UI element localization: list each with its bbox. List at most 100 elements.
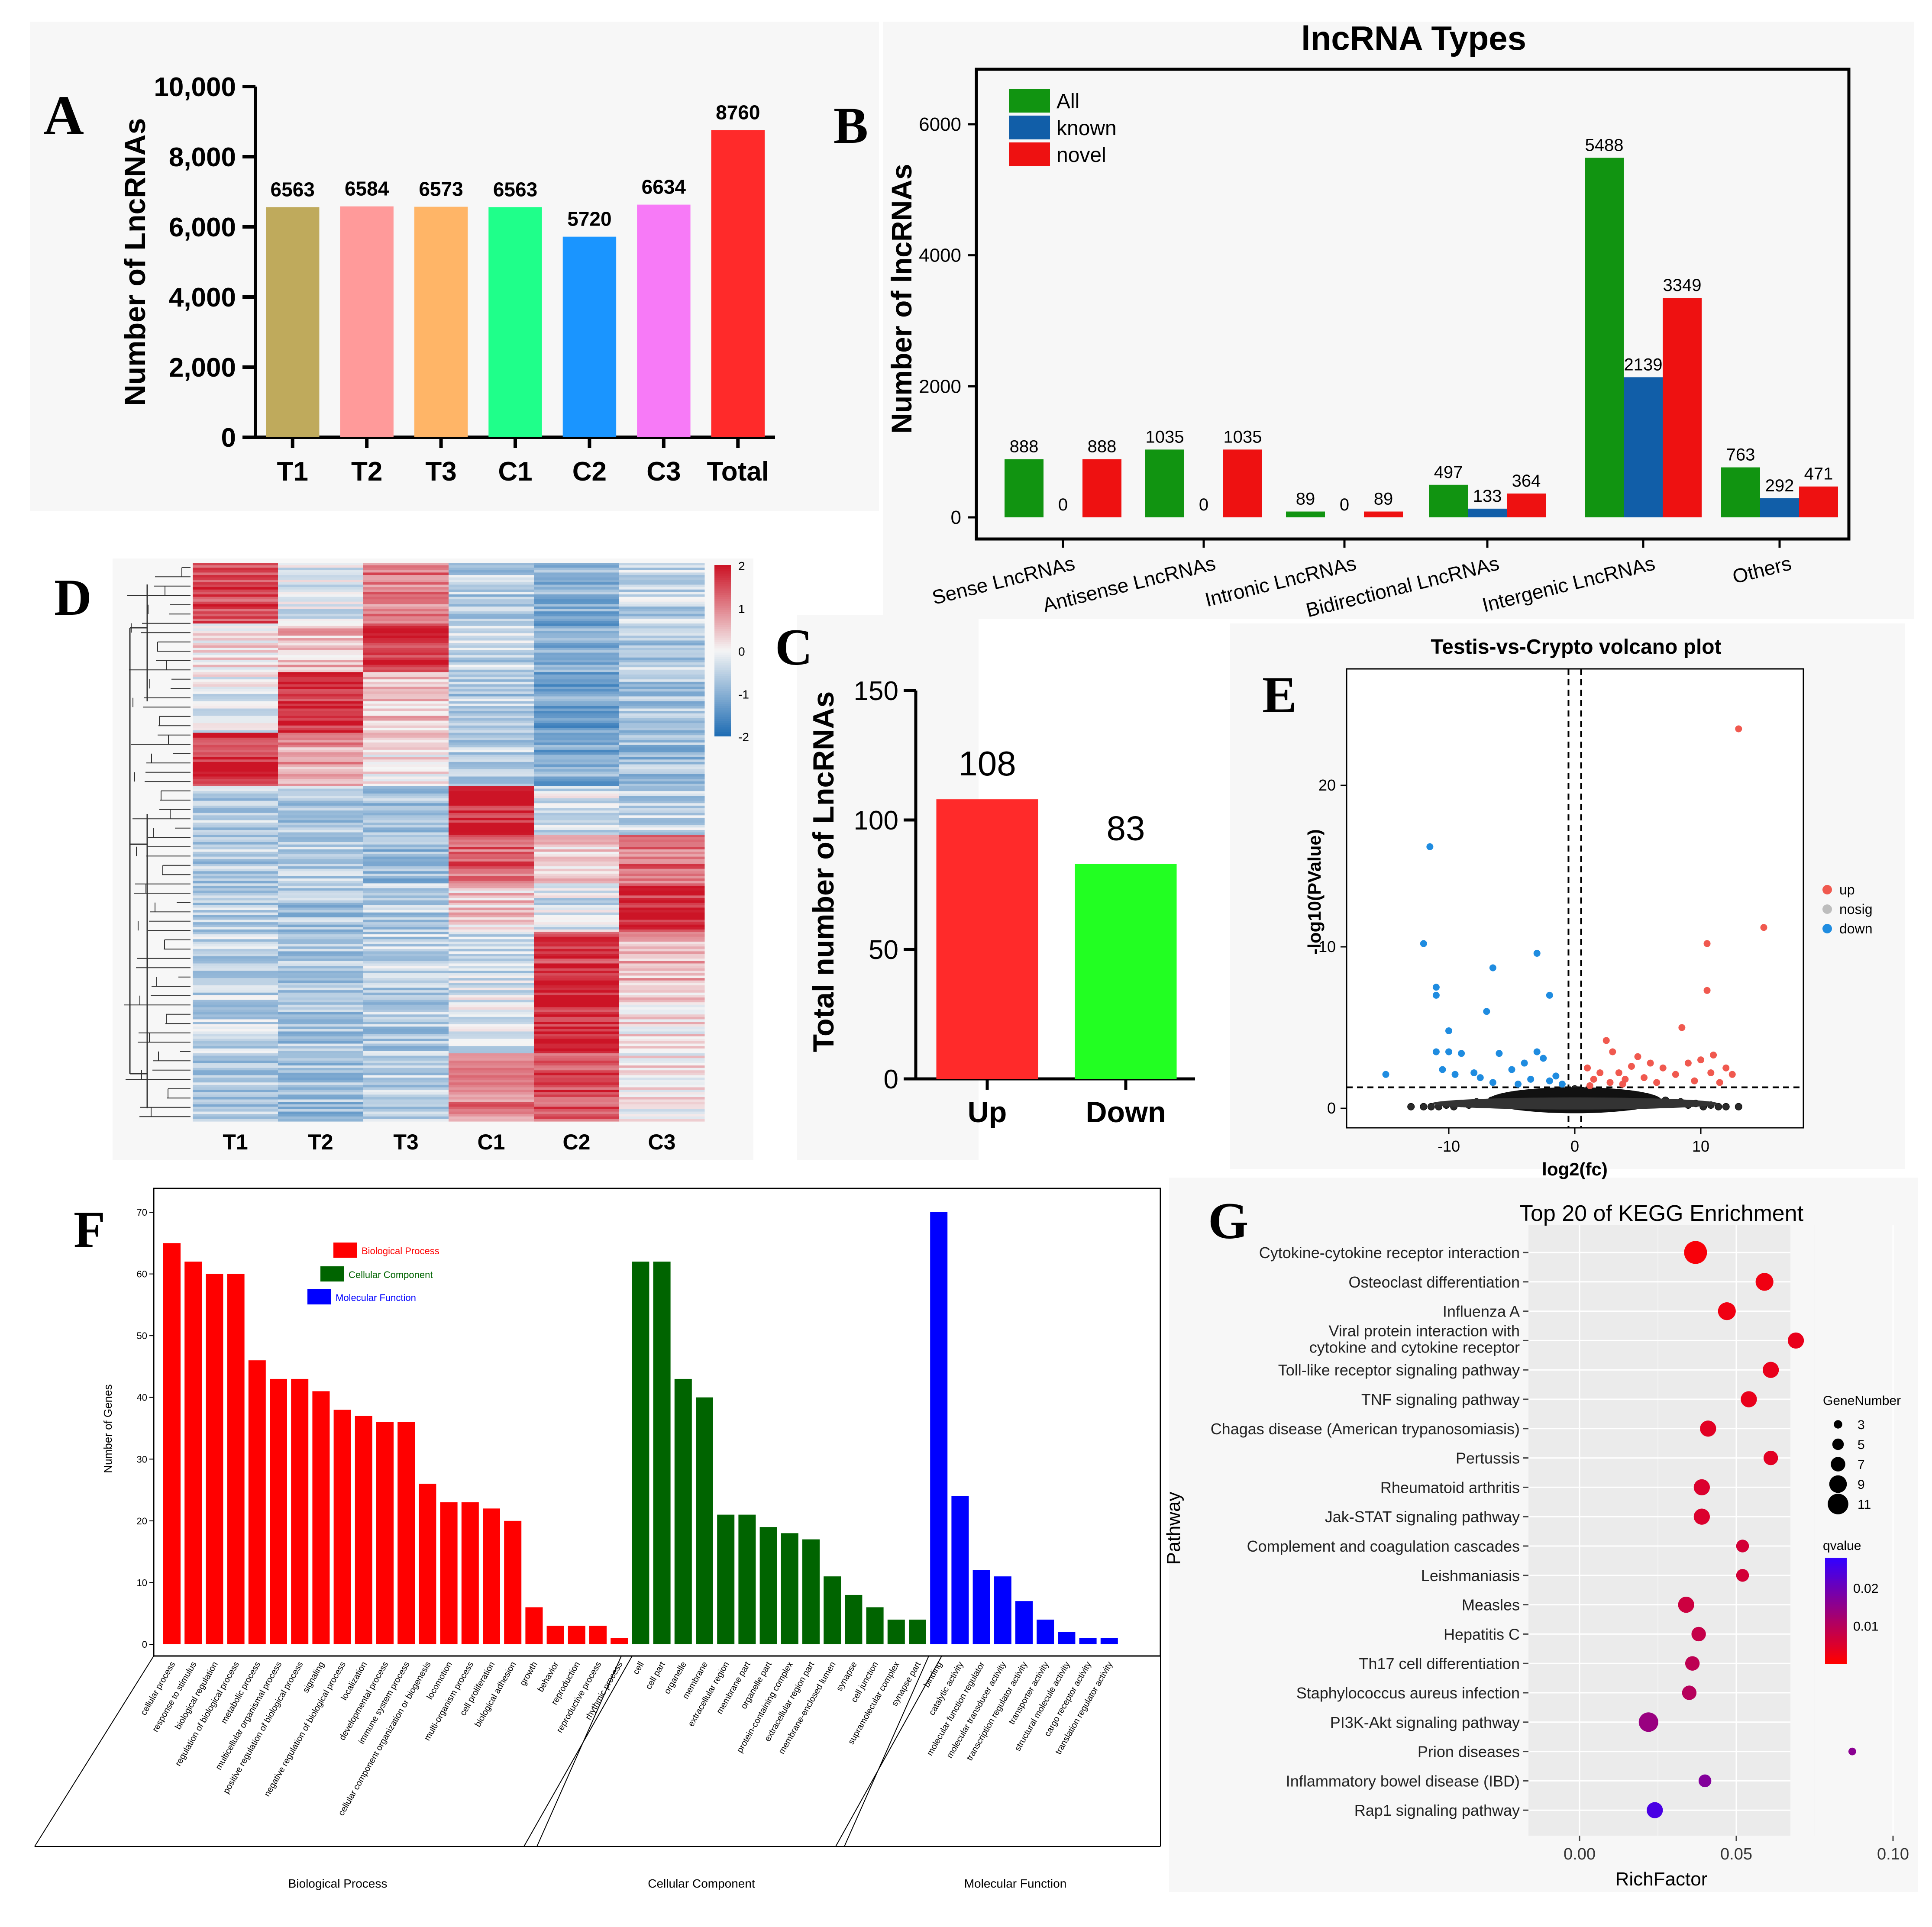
g-pathway-label: Viral protein interaction with cytokine a…	[1309, 1322, 1520, 1356]
d-heatmap-cell	[363, 716, 449, 719]
d-column-label: T2	[308, 1130, 333, 1154]
g-color-legend-segment	[1825, 1568, 1847, 1571]
d-heatmap-cell	[534, 810, 620, 813]
d-heatmap-cell	[449, 708, 534, 711]
d-heatmap-cell	[619, 898, 705, 901]
d-colorbar-segment	[714, 584, 731, 587]
d-heatmap-cell	[534, 655, 620, 658]
d-heatmap-cell	[534, 745, 620, 748]
d-heatmap-cell	[363, 917, 449, 920]
d-heatmap-cell	[278, 988, 364, 991]
g-pathway-label: Prion diseases	[1418, 1743, 1520, 1761]
d-heatmap-cell	[278, 1058, 364, 1061]
d-heatmap-cell	[193, 1051, 278, 1054]
d-heatmap-cell	[363, 691, 449, 694]
e-point-down	[1483, 1008, 1490, 1015]
d-heatmap-cell	[363, 728, 449, 731]
d-heatmap-cell	[449, 660, 534, 663]
d-heatmap-cell	[193, 565, 278, 568]
d-heatmap-cell	[619, 866, 705, 869]
d-heatmap-cell	[449, 1114, 534, 1117]
d-heatmap-cell	[449, 927, 534, 930]
d-heatmap-cell	[193, 563, 278, 566]
f-group-label: Molecular Function	[964, 1877, 1067, 1890]
d-heatmap-cell	[449, 859, 534, 862]
d-heatmap-cell	[449, 1090, 534, 1093]
d-heatmap-cell	[363, 854, 449, 857]
g-color-legend-segment	[1825, 1625, 1847, 1628]
d-heatmap-cell	[534, 779, 620, 782]
d-heatmap-cell	[193, 1031, 278, 1034]
g-pathway-dot	[1755, 1273, 1774, 1291]
d-heatmap-cell	[619, 711, 705, 714]
d-heatmap-cell	[534, 781, 620, 784]
d-heatmap-cell	[449, 1058, 534, 1061]
f-bar	[270, 1378, 287, 1644]
f-y-tick-label: 60	[137, 1269, 147, 1280]
d-heatmap-cell	[619, 720, 705, 723]
d-heatmap-cell	[278, 1109, 364, 1112]
d-heatmap-cell	[619, 742, 705, 746]
d-heatmap-cell	[449, 613, 534, 617]
d-heatmap-cell	[363, 1014, 449, 1017]
d-heatmap-cell	[619, 626, 705, 629]
d-heatmap-cell	[278, 1010, 364, 1013]
d-heatmap-cell	[363, 776, 449, 779]
d-heatmap-cell	[363, 1111, 449, 1114]
d-heatmap-cell	[363, 619, 449, 622]
d-heatmap-cell	[278, 648, 364, 651]
d-heatmap-cell	[449, 854, 534, 857]
d-heatmap-cell	[619, 1019, 705, 1022]
e-point-nosig	[1735, 1103, 1742, 1110]
d-heatmap-cell	[193, 1000, 278, 1003]
d-heatmap-cell	[449, 609, 534, 612]
d-heatmap-cell	[193, 718, 278, 721]
d-heatmap-cell	[278, 920, 364, 923]
d-heatmap-cell	[193, 810, 278, 813]
d-heatmap-cell	[534, 915, 620, 918]
d-heatmap-cell	[363, 823, 449, 826]
e-point-down	[1432, 984, 1440, 991]
d-heatmap-cell	[449, 616, 534, 619]
d-heatmap-cell	[363, 946, 449, 949]
g-pathway-dot	[1693, 1479, 1710, 1496]
d-heatmap-cell	[619, 675, 705, 678]
d-heatmap-cell	[193, 776, 278, 779]
d-heatmap-cell	[534, 757, 620, 760]
d-heatmap-cell	[193, 735, 278, 738]
d-heatmap-cell	[363, 971, 449, 974]
d-heatmap-cell	[449, 572, 534, 575]
d-colorbar-segment	[714, 565, 731, 568]
d-heatmap-cell	[534, 740, 620, 743]
f-bar	[930, 1212, 948, 1644]
d-heatmap-cell	[363, 725, 449, 728]
d-heatmap-cell	[363, 830, 449, 833]
d-heatmap-cell	[449, 1046, 534, 1049]
d-heatmap-cell	[619, 681, 705, 685]
d-heatmap-cell	[278, 803, 364, 806]
d-heatmap-cell	[619, 983, 705, 986]
d-heatmap-cell	[534, 1046, 620, 1049]
d-heatmap-cell	[534, 563, 620, 566]
d-heatmap-cell	[363, 837, 449, 840]
d-heatmap-cell	[363, 657, 449, 660]
d-heatmap-cell	[363, 699, 449, 702]
g-color-legend-label: 0.02	[1853, 1582, 1878, 1596]
b-legend-label: known	[1056, 117, 1117, 140]
b-legend-swatch	[1009, 116, 1050, 139]
d-heatmap-cell	[619, 961, 705, 964]
d-heatmap-cell	[619, 808, 705, 811]
d-heatmap-cell	[363, 694, 449, 697]
d-heatmap-cell	[449, 954, 534, 957]
g-x-axis-label: RichFactor	[1615, 1869, 1708, 1890]
d-heatmap-cell	[363, 786, 449, 789]
d-heatmap-cell	[449, 900, 534, 903]
d-heatmap-cell	[449, 798, 534, 801]
f-y-tick-label: 50	[137, 1330, 147, 1341]
d-heatmap-cell	[363, 1099, 449, 1102]
d-heatmap-cell	[363, 878, 449, 881]
e-point-up	[1647, 1059, 1654, 1067]
b-y-tick-label: 2000	[919, 376, 961, 397]
f-bar	[504, 1520, 522, 1644]
d-heatmap-cell	[193, 898, 278, 901]
